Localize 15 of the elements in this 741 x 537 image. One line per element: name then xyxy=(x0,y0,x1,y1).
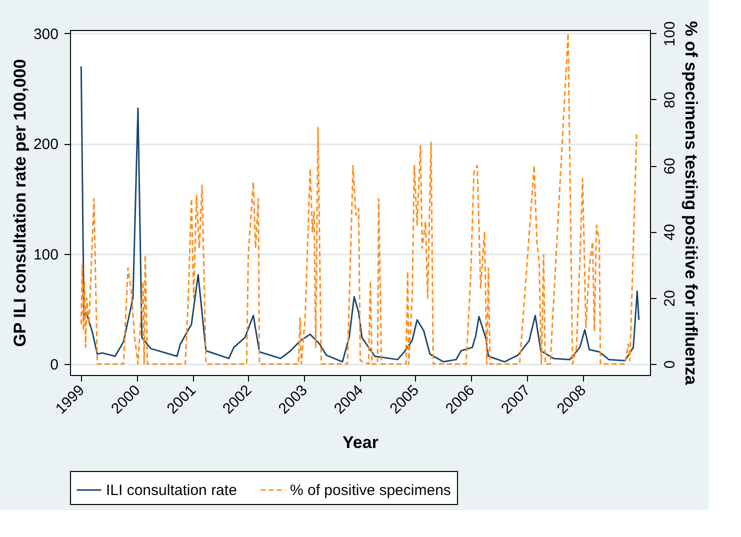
y-tick-label: 100 xyxy=(33,246,58,264)
x-axis-title: Year xyxy=(342,432,379,452)
legend-label: % of positive specimens xyxy=(290,482,451,499)
y2-tick-label: 60 xyxy=(662,158,678,174)
y-tick-label: 200 xyxy=(33,136,58,154)
y2-tick-label: 0 xyxy=(662,360,678,369)
y-axis-title: GP ILI consultation rate per 100,000 xyxy=(10,59,30,347)
y2-tick-label: 40 xyxy=(662,224,678,241)
y2-tick-label: 100 xyxy=(662,21,678,46)
y-tick-label: 300 xyxy=(33,26,58,43)
y-tick-label: 0 xyxy=(50,356,58,374)
legend-label: ILI consultation rate xyxy=(106,482,237,499)
y2-tick-label: 80 xyxy=(662,92,678,108)
y2-axis-title: % of specimens testing positive for influenza xyxy=(682,21,700,386)
y2-tick-label: 20 xyxy=(662,290,678,307)
